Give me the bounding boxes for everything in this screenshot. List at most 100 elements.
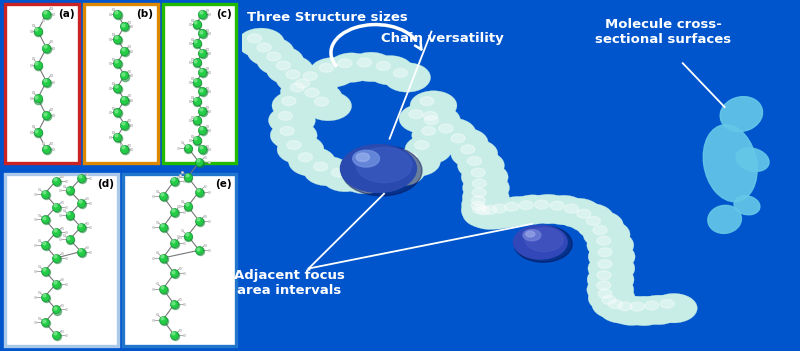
Circle shape [366, 55, 414, 85]
Circle shape [473, 179, 486, 188]
Circle shape [458, 151, 505, 180]
Circle shape [523, 230, 541, 241]
Circle shape [414, 141, 429, 150]
Circle shape [257, 43, 271, 52]
Circle shape [598, 289, 612, 298]
Circle shape [424, 116, 438, 125]
Circle shape [593, 226, 607, 234]
Circle shape [370, 168, 384, 177]
Circle shape [423, 112, 438, 120]
Circle shape [472, 205, 486, 213]
Circle shape [510, 195, 556, 224]
Text: (c): (c) [216, 9, 232, 19]
Circle shape [328, 53, 375, 82]
Circle shape [466, 200, 513, 230]
Circle shape [310, 58, 357, 87]
Circle shape [554, 198, 602, 228]
Circle shape [347, 52, 394, 82]
Circle shape [462, 183, 510, 212]
Circle shape [608, 296, 655, 325]
Text: Three Structure sizes: Three Structure sizes [247, 11, 408, 24]
Circle shape [442, 128, 488, 157]
Circle shape [492, 204, 506, 213]
Circle shape [597, 236, 610, 245]
Circle shape [266, 55, 314, 85]
Circle shape [360, 162, 407, 192]
Circle shape [280, 126, 294, 135]
Circle shape [462, 199, 510, 228]
Circle shape [587, 265, 634, 294]
Circle shape [351, 170, 365, 179]
Circle shape [471, 196, 486, 205]
Circle shape [353, 150, 379, 167]
Circle shape [650, 293, 698, 323]
Circle shape [420, 97, 434, 106]
Circle shape [394, 68, 407, 78]
Circle shape [467, 157, 482, 165]
Circle shape [342, 145, 422, 196]
Circle shape [247, 34, 262, 43]
Circle shape [257, 46, 304, 75]
Circle shape [388, 162, 402, 171]
Ellipse shape [703, 125, 757, 202]
Circle shape [384, 63, 430, 92]
Circle shape [451, 134, 465, 143]
Circle shape [286, 70, 300, 79]
Text: Molecule cross-
sectional surfaces: Molecule cross- sectional surfaces [595, 18, 731, 46]
Circle shape [276, 64, 323, 94]
Circle shape [592, 290, 639, 319]
Circle shape [462, 162, 508, 192]
Circle shape [412, 121, 458, 150]
Circle shape [303, 72, 317, 81]
Circle shape [356, 153, 370, 161]
Circle shape [270, 121, 317, 150]
Circle shape [577, 211, 623, 240]
Circle shape [588, 283, 635, 313]
Circle shape [376, 61, 390, 70]
Circle shape [341, 145, 416, 192]
Circle shape [514, 225, 567, 259]
Circle shape [618, 302, 632, 311]
Circle shape [277, 135, 324, 164]
Circle shape [356, 147, 412, 183]
Circle shape [462, 173, 510, 203]
Circle shape [495, 196, 542, 226]
Circle shape [338, 59, 352, 68]
Circle shape [587, 275, 634, 304]
Ellipse shape [708, 205, 742, 233]
Circle shape [331, 168, 346, 177]
Circle shape [461, 145, 474, 154]
Circle shape [266, 52, 281, 61]
Circle shape [519, 201, 533, 210]
Circle shape [305, 88, 319, 97]
Circle shape [238, 28, 285, 58]
Circle shape [462, 190, 508, 219]
Bar [6, 4, 78, 163]
Circle shape [276, 61, 290, 70]
Circle shape [422, 126, 436, 135]
Circle shape [471, 168, 485, 177]
Circle shape [278, 112, 292, 120]
Text: (b): (b) [136, 9, 153, 19]
Circle shape [282, 97, 296, 106]
Circle shape [645, 301, 659, 310]
Circle shape [294, 66, 340, 95]
Circle shape [462, 196, 508, 225]
Circle shape [405, 135, 452, 164]
Circle shape [314, 97, 329, 106]
Circle shape [472, 188, 486, 197]
Bar [163, 4, 236, 163]
Circle shape [281, 77, 327, 107]
Circle shape [660, 299, 674, 308]
Circle shape [305, 91, 352, 121]
Circle shape [269, 106, 315, 135]
Circle shape [540, 195, 587, 225]
Circle shape [597, 281, 610, 290]
Circle shape [289, 147, 335, 177]
Bar [123, 174, 236, 346]
Circle shape [298, 153, 313, 162]
Circle shape [588, 242, 635, 271]
Circle shape [476, 206, 490, 215]
Circle shape [409, 110, 423, 119]
Circle shape [505, 202, 519, 211]
